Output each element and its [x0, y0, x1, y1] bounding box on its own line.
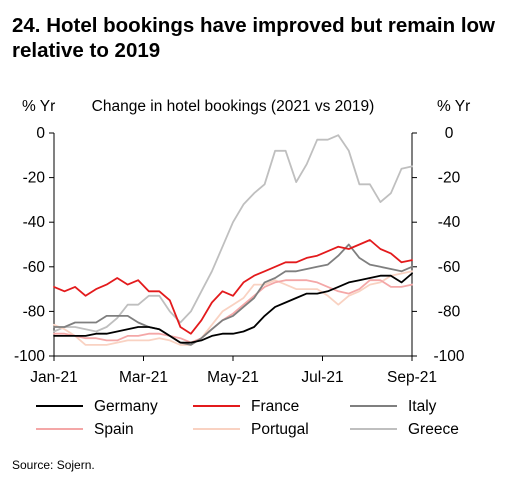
series-line-spain: [53, 279, 413, 344]
y-axis-label-left: % Yr: [22, 98, 55, 115]
legend-label-spain: Spain: [94, 421, 134, 438]
x-tick-label-mar-21: Mar-21: [119, 369, 168, 386]
legend-label-portugal: Portugal: [251, 421, 309, 438]
y-tick-label-right: -80: [438, 303, 461, 320]
y-tick-label-right: 0: [445, 125, 454, 142]
chart-legend: Germany France Italy Spain Portugal Greece: [36, 398, 459, 438]
y-axis-right: 0 -20 -40 -60 -80 -100: [412, 125, 465, 365]
y-axis-label-right: % Yr: [437, 98, 470, 115]
y-tick-label-left: -60: [23, 259, 46, 276]
y-axis-left: 0 -20 -40 -60 -80 -100: [14, 125, 54, 365]
series-lines: [53, 134, 413, 346]
chart-labels: Change in hotel bookings (2021 vs 2019)%…: [22, 98, 470, 115]
y-tick-label-right: -20: [438, 170, 461, 187]
series-line-germany: [53, 272, 413, 344]
legend-label-italy: Italy: [408, 398, 437, 415]
chart-title: Change in hotel bookings (2021 vs 2019): [92, 98, 375, 115]
series-line-france: [53, 239, 413, 335]
series-line-italy: [53, 243, 413, 346]
y-tick-label-left: -40: [23, 214, 46, 231]
source-note: Source: Sojern.: [12, 458, 95, 472]
x-tick-label-jan-21: Jan-21: [30, 369, 77, 386]
series-line-greece: [53, 134, 413, 333]
series-line-portugal: [53, 270, 413, 346]
y-tick-label-right: -100: [433, 348, 464, 365]
x-tick-label-jul-21: Jul-21: [301, 369, 343, 386]
x-tick-label-may-21: May-21: [207, 369, 259, 386]
y-tick-label-right: -60: [438, 259, 461, 276]
y-tick-label-left: -20: [23, 170, 46, 187]
y-tick-label-left: 0: [36, 125, 45, 142]
x-tick-label-sep-21: Sep-21: [387, 369, 437, 386]
legend-label-greece: Greece: [408, 421, 459, 438]
figure-heading: 24. Hotel bookings have improved but rem…: [12, 14, 495, 62]
y-tick-label-left: -100: [14, 348, 45, 365]
y-tick-label-left: -80: [23, 303, 46, 320]
y-tick-label-right: -40: [438, 214, 461, 231]
legend-label-germany: Germany: [94, 398, 158, 415]
legend-label-france: France: [251, 398, 299, 415]
x-axis: Jan-21 Mar-21 May-21 Jul-21 Sep-21: [30, 356, 437, 386]
